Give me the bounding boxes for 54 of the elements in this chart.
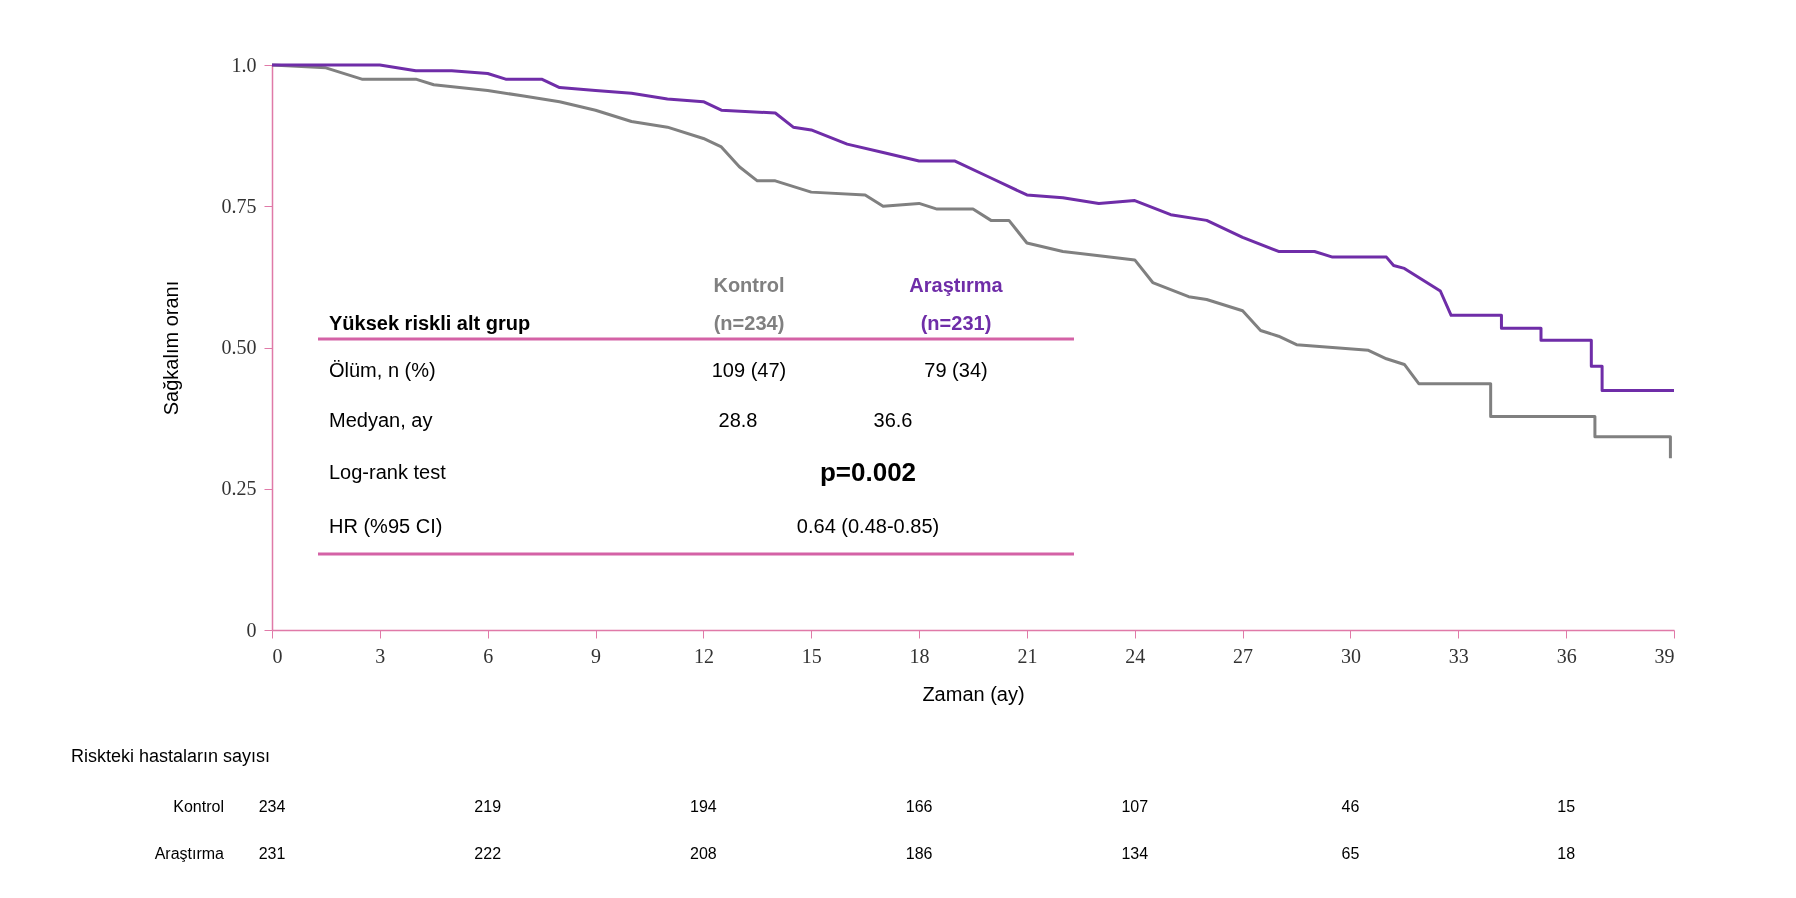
text: 15: [1557, 798, 1576, 815]
annotation: Medyan, ay: [329, 409, 433, 431]
text: 186: [905, 845, 933, 862]
text: 134: [1121, 845, 1149, 862]
x-tick-label: 39: [1654, 644, 1675, 667]
annotation: 36.6: [873, 409, 913, 431]
annotation: Yüksek riskli alt grup: [329, 312, 531, 334]
text: 219: [474, 798, 502, 815]
x-tick-label: 30: [1340, 644, 1361, 667]
text: Araştırma: [154, 845, 224, 862]
y-tick-label: 1.0: [231, 53, 257, 76]
x-tick-label: 18: [909, 644, 930, 667]
annotation: 28.8: [718, 409, 758, 431]
text: 222: [474, 845, 502, 862]
x-tick-label: 36: [1556, 644, 1577, 667]
x-tick-label: 0: [272, 644, 283, 667]
y-tick-label: 0.25: [221, 477, 257, 500]
text: 208: [690, 845, 717, 862]
text: 107: [1121, 798, 1149, 815]
x-axis-title: Zaman (ay): [922, 682, 1025, 705]
annotation: 0.64 (0.48-0.85): [796, 515, 940, 537]
x-tick-label: 3: [375, 644, 386, 667]
text: 166: [905, 798, 933, 815]
x-tick-label: 9: [591, 644, 602, 667]
text: 65: [1341, 845, 1360, 862]
y-tick-label: 0: [246, 618, 257, 641]
annotation: p=0.002: [819, 457, 917, 487]
text: Kontrol: [713, 274, 785, 296]
text: 231: [258, 845, 286, 862]
x-tick-label: 15: [801, 644, 822, 667]
annotation: Log-rank test: [329, 461, 447, 483]
text: Araştırma: [909, 274, 1004, 296]
x-tick-label: 6: [483, 644, 494, 667]
y-tick-label: 0.50: [221, 336, 257, 358]
line-series: [270, 63, 1676, 392]
text: 194: [690, 798, 717, 815]
x-tick-label: 27: [1233, 644, 1254, 667]
x-tick-label: 33: [1448, 644, 1469, 667]
text: Riskteki hastaların sayısı: [71, 746, 271, 766]
x-tick-label: 24: [1125, 644, 1146, 667]
annotation: Ölüm, n (%): [329, 359, 436, 381]
annotation: (n=234): [713, 312, 785, 334]
text: 18: [1557, 845, 1576, 862]
annotation: 109 (47): [711, 359, 787, 381]
x-tick-label: 12: [693, 644, 714, 667]
text: 234: [258, 798, 286, 815]
y-tick-label: 0.75: [221, 194, 257, 217]
annotation: 79 (34): [924, 359, 988, 381]
annotation: HR (%95 CI): [329, 515, 443, 537]
text: Kontrol: [173, 798, 224, 815]
annotation: (n=231): [920, 312, 992, 334]
x-tick-label: 21: [1017, 644, 1038, 667]
y-axis-title: Sağkalım oranı: [159, 280, 182, 416]
text: 46: [1341, 798, 1360, 815]
